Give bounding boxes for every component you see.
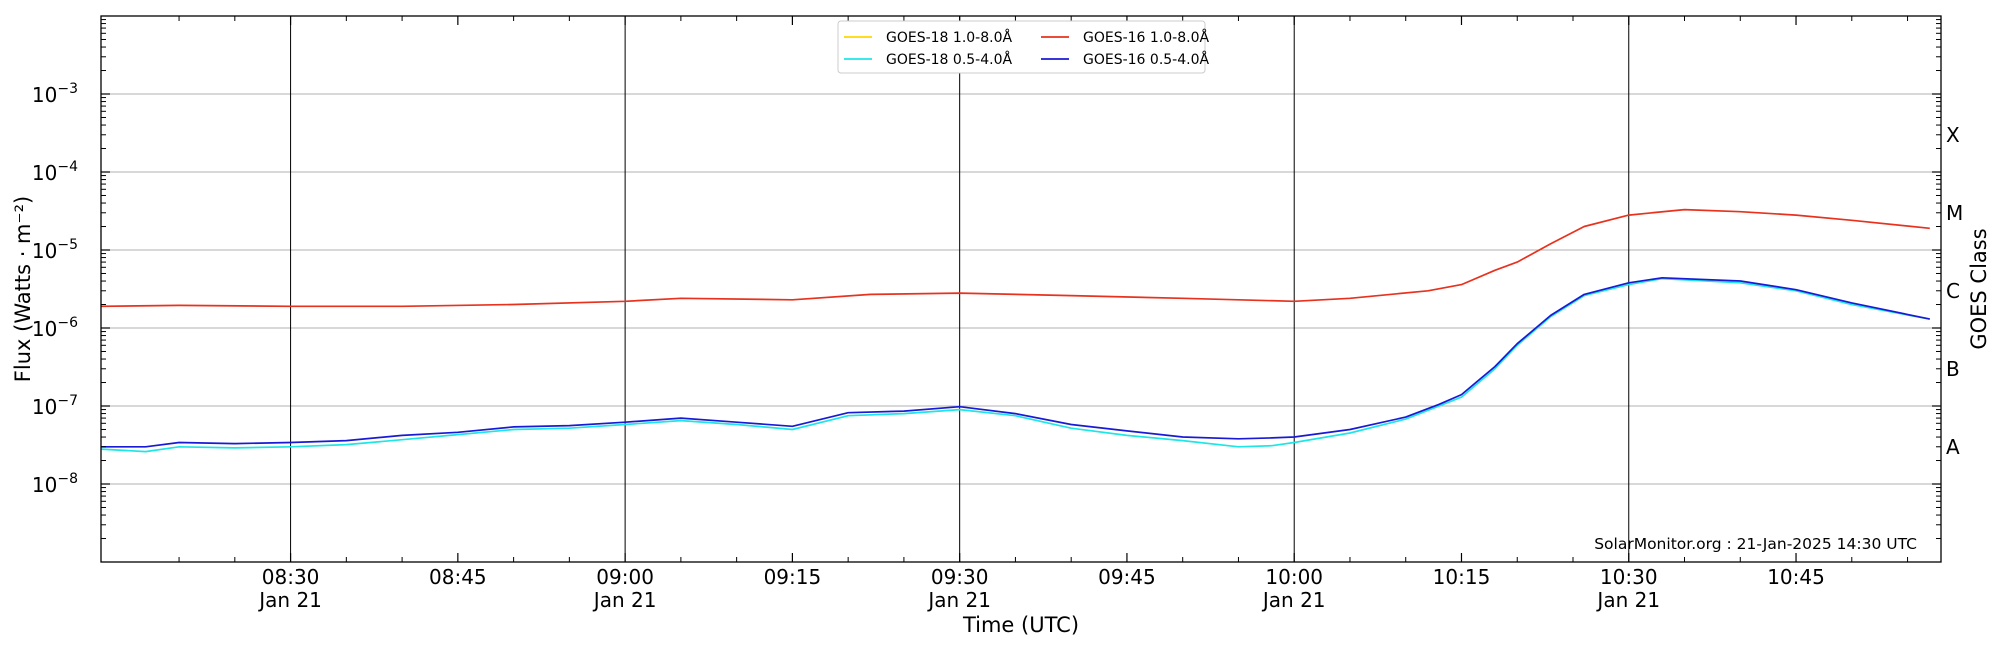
y-tick-label: 10−3 xyxy=(32,81,78,107)
data-series xyxy=(100,208,1930,453)
x-tick-label: 10:00 xyxy=(1265,565,1323,589)
x-axis-title: Time (UTC) xyxy=(962,613,1079,637)
y-tick-label: 10−7 xyxy=(32,393,78,419)
x-tick-label: 10:45 xyxy=(1767,565,1825,589)
series-line-1 xyxy=(100,208,1930,308)
x-tick-date-label: Jan 21 xyxy=(592,588,657,612)
legend: GOES-18 1.0-8.0Å GOES-16 1.0-8.0Å GOES-18 … xyxy=(837,20,1209,74)
y-tick-labels: 10−8 10−7 10−6 10−5 10−4 10−3 xyxy=(32,81,78,497)
watermark-annotation: SolarMonitor.org : 21-Jan-2025 14:30 UTC xyxy=(1594,535,1917,553)
legend-label-2: GOES-18 0.5-4.0Å xyxy=(886,51,1012,68)
legend-label-0: GOES-18 1.0-8.0Å xyxy=(886,29,1012,46)
y-tick-label: 10−5 xyxy=(32,237,78,263)
grid-lines xyxy=(101,93,1941,485)
goes-class-m: M xyxy=(1946,201,1963,225)
time-markers xyxy=(290,16,1630,562)
x-tick-label: 09:15 xyxy=(764,565,822,589)
x-tick-label: 10:30 xyxy=(1600,565,1658,589)
x-tick-date-label: Jan 21 xyxy=(1595,588,1660,612)
goes-class-labels: A B C M X xyxy=(1946,123,1963,459)
x-tick-date-label: Jan 21 xyxy=(926,588,991,612)
x-tick-label: 10:15 xyxy=(1433,565,1491,589)
x-tick-date-label: Jan 21 xyxy=(1261,588,1326,612)
y-axis-title: Flux (Watts · m⁻²) xyxy=(11,196,35,382)
series-line-3 xyxy=(101,276,1930,448)
plot-frame xyxy=(100,15,1942,563)
goes-class-b: B xyxy=(1946,357,1960,381)
goes-class-a: A xyxy=(1946,435,1960,459)
y-tick-label: 10−4 xyxy=(32,159,78,185)
y-tick-label: 10−6 xyxy=(32,315,78,341)
x-tick-label: 08:30 xyxy=(262,565,320,589)
legend-label-3: GOES-16 0.5-4.0Å xyxy=(1083,51,1209,68)
goes-class-c: C xyxy=(1946,279,1960,303)
x-tick-label: 08:45 xyxy=(429,565,487,589)
x-tick-label: 09:45 xyxy=(1098,565,1156,589)
legend-label-1: GOES-16 1.0-8.0Å xyxy=(1083,29,1209,46)
series-line-2 xyxy=(100,277,1930,453)
legend-box xyxy=(837,20,1206,74)
y-tick-label: 10−8 xyxy=(32,471,78,497)
x-tick-label: 09:00 xyxy=(596,565,654,589)
goes-class-x: X xyxy=(1946,123,1960,147)
right-axis-title: GOES Class xyxy=(1967,228,1991,349)
x-tick-label: 09:30 xyxy=(931,565,989,589)
x-tick-date-label: Jan 21 xyxy=(257,588,322,612)
tick-marks xyxy=(101,16,1941,562)
